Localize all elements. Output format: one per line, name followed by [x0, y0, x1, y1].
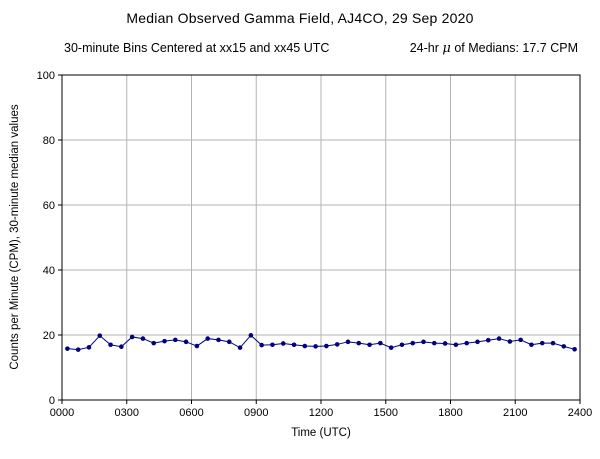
data-point [518, 337, 523, 343]
data-point [550, 340, 556, 346]
y-tick-label: 80 [43, 135, 55, 147]
data-point [237, 345, 243, 350]
data-point [410, 340, 416, 346]
data-point [345, 339, 351, 345]
data-point [97, 333, 103, 338]
x-tick-label: 1500 [374, 407, 398, 419]
data-point [324, 343, 329, 349]
data-point [464, 340, 469, 346]
data-point [270, 342, 275, 348]
data-point [453, 342, 459, 348]
mean-label-suffix: of Medians: 17.7 CPM [450, 41, 578, 55]
data-point [356, 340, 362, 346]
data-point [539, 340, 545, 346]
x-tick-label: 0600 [179, 407, 203, 419]
data-point [388, 345, 394, 350]
data-point [442, 341, 448, 346]
y-tick-label: 100 [37, 70, 55, 82]
y-axis-label: Counts per Minute (CPM), 30-minute media… [9, 104, 21, 370]
data-point [302, 343, 308, 349]
data-point [75, 347, 81, 352]
data-point [421, 339, 426, 345]
data-point [485, 337, 491, 343]
data-point [496, 336, 502, 341]
x-tick-label: 0300 [115, 407, 139, 419]
chart-subtitle-row: 30-minute Bins Centered at xx15 and xx45… [0, 41, 600, 56]
data-point [140, 336, 146, 341]
data-point [173, 337, 178, 343]
data-point [226, 339, 232, 345]
data-point [432, 340, 437, 346]
data-point [475, 339, 480, 345]
x-tick-label: 1200 [309, 407, 333, 419]
mu-symbol: μ [442, 41, 451, 56]
data-point [529, 342, 534, 348]
y-tick-label: 60 [43, 200, 55, 212]
data-point [259, 342, 264, 348]
data-point [334, 342, 340, 347]
data-point [65, 346, 70, 351]
data-point [561, 344, 567, 349]
y-tick-label: 40 [43, 265, 55, 277]
data-point [378, 340, 383, 346]
data-point [572, 347, 577, 352]
data-point [280, 341, 286, 346]
chart-title: Median Observed Gamma Field, AJ4CO, 29 S… [126, 10, 474, 26]
data-point [248, 333, 254, 338]
data-point [108, 342, 113, 348]
data-point [86, 345, 92, 350]
data-point [205, 336, 210, 341]
y-tick-label: 0 [49, 395, 55, 407]
chart-subtitle-bins: 30-minute Bins Centered at xx15 and xx45… [64, 41, 330, 55]
mean-label-prefix: 24-hr [409, 41, 443, 55]
data-point [313, 344, 318, 349]
x-tick-label: 0900 [244, 407, 268, 419]
y-tick-label: 20 [43, 330, 55, 342]
data-point [162, 338, 167, 344]
data-point [119, 344, 124, 350]
x-tick-label: 2100 [503, 407, 527, 419]
x-axis-label: Time (UTC) [291, 427, 351, 439]
data-point [216, 337, 221, 343]
data-point [507, 339, 513, 344]
data-point [194, 343, 200, 349]
data-point [151, 340, 157, 346]
data-point [399, 342, 405, 348]
x-tick-label: 2400 [568, 407, 592, 419]
x-tick-label: 0000 [50, 407, 74, 419]
data-point [129, 334, 135, 340]
data-point [291, 342, 297, 348]
data-point [183, 339, 189, 345]
chart-subtitle-mean: 24-hr μ of Medians: 17.7 CPM [410, 41, 578, 56]
x-tick-label: 1800 [438, 407, 462, 419]
data-point [367, 342, 372, 348]
